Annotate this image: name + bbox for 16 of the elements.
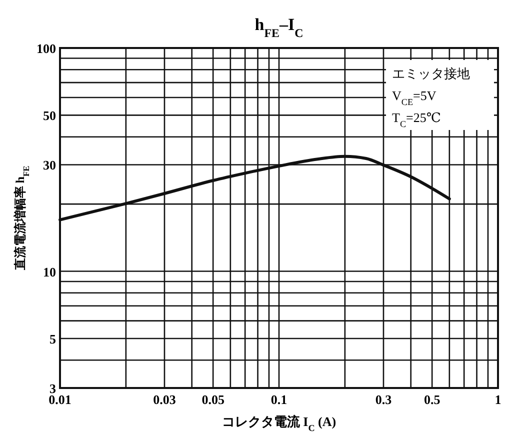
x-tick-label: 0.03 [153,392,176,407]
y-tick-label: 30 [43,158,56,173]
y-tick-label: 50 [43,108,56,124]
chart-title: h$_{FE}$–I$_{C}$ [254,15,304,40]
annotation: V$_{CE}$=5V [392,88,437,107]
annotation: T$_{C}$=25℃ [392,110,441,129]
x-tick-label: 0.5 [424,392,441,407]
x-tick-label: 0.05 [202,392,225,407]
x-tick-label: 0.3 [375,392,392,407]
annotation: エミッタ接地 [392,66,470,81]
y-tick-label: 10 [43,264,56,280]
x-tick-label: 0.1 [270,392,288,407]
y-tick-label: 5 [50,331,56,346]
x-tick-label: 1 [494,392,502,407]
x-axis-title: コレクタ電流 I$_{C}$ (A) [222,414,336,433]
y-tick-label: 100 [36,41,56,56]
